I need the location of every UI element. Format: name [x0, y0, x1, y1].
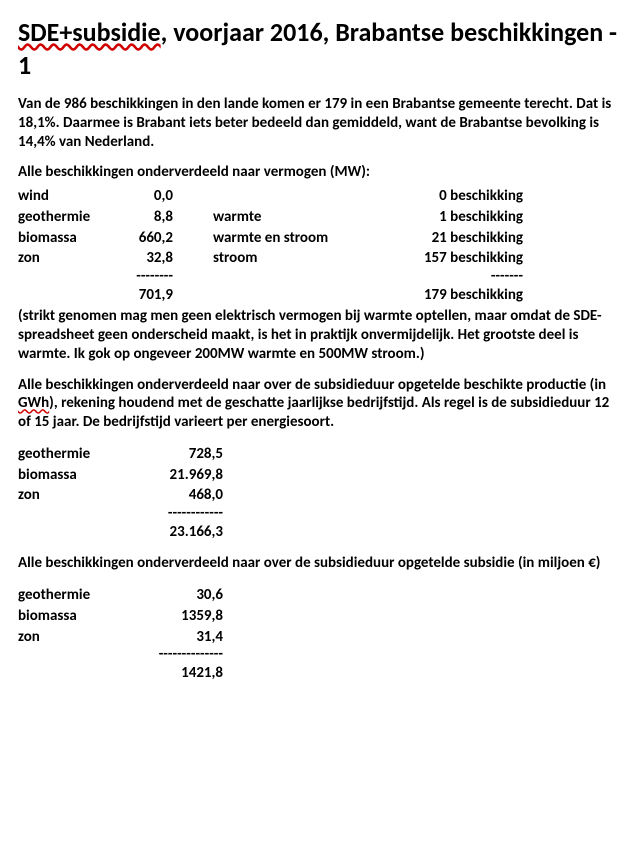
row-label: warmte en stroom — [213, 228, 383, 249]
row-label: geothermie — [18, 585, 128, 606]
row-value: 32,8 — [128, 248, 213, 269]
row-value: 468,0 — [128, 485, 223, 506]
table-row: biomassa 660,2 warmte en stroom 21 besch… — [18, 228, 523, 249]
row-label: biomassa — [18, 606, 128, 627]
section2-lead-b: ), rekening houdend met de geschatte jaa… — [18, 394, 609, 431]
row-label: wind — [18, 186, 128, 207]
divider-row: -------------- — [18, 647, 223, 663]
table-row: biomassa 21.969,8 — [18, 465, 223, 486]
row-value: 660,2 — [128, 228, 213, 249]
row-value: 8,8 — [128, 207, 213, 228]
row-label: stroom — [213, 248, 383, 269]
row-label: biomassa — [18, 228, 128, 249]
row-label — [213, 186, 383, 207]
table-row: geothermie 8,8 warmte 1 beschikking — [18, 207, 523, 228]
gwh-spellchecked: GWh — [18, 394, 49, 412]
divider-row: ------------ — [18, 506, 223, 522]
production-table: geothermie 728,5 biomassa 21.969,8 zon 4… — [18, 444, 223, 543]
section2-lead-a: Alle beschikkingen onderverdeeld naar ov… — [18, 376, 606, 394]
page-title: SDE+subsidie, voorjaar 2016, Brabantse b… — [18, 16, 623, 81]
subsidy-table: geothermie 30,6 biomassa 1359,8 zon 31,4… — [18, 585, 223, 684]
total-value: 23.166,3 — [128, 522, 223, 543]
note-paragraph: (strikt genomen mag men geen elektrisch … — [18, 307, 623, 363]
total-value: 179 beschikking — [383, 285, 523, 306]
total-value: 1421,8 — [128, 663, 223, 684]
table-row: zon 32,8 stroom 157 beschikking — [18, 248, 523, 269]
row-label: zon — [18, 248, 128, 269]
total-row: 701,9 179 beschikking — [18, 285, 523, 306]
row-label: zon — [18, 627, 128, 648]
table-row: geothermie 30,6 — [18, 585, 223, 606]
section2-lead: Alle beschikkingen onderverdeeld naar ov… — [18, 376, 623, 432]
row-value: 1 beschikking — [383, 207, 523, 228]
total-row: 23.166,3 — [18, 522, 223, 543]
dash: -------------- — [128, 647, 223, 663]
dash: ------------ — [128, 506, 223, 522]
row-value: 157 beschikking — [383, 248, 523, 269]
row-value: 31,4 — [128, 627, 223, 648]
row-value: 1359,8 — [128, 606, 223, 627]
row-value: 728,5 — [128, 444, 223, 465]
title-spellchecked: SDE+subsidie — [18, 16, 161, 48]
intro-paragraph: Van de 986 beschikkingen in den lande ko… — [18, 95, 623, 151]
row-label: geothermie — [18, 444, 128, 465]
divider-row: -------- ------- — [18, 269, 523, 285]
row-value: 0,0 — [128, 186, 213, 207]
dash: ------- — [383, 269, 523, 285]
row-value: 21 beschikking — [383, 228, 523, 249]
power-table: wind 0,0 0 beschikking geothermie 8,8 wa… — [18, 186, 523, 305]
section1-lead: Alle beschikkingen onderverdeeld naar ve… — [18, 163, 623, 182]
table-row: wind 0,0 0 beschikking — [18, 186, 523, 207]
total-value: 701,9 — [128, 285, 213, 306]
row-value: 30,6 — [128, 585, 223, 606]
table-row: geothermie 728,5 — [18, 444, 223, 465]
row-label: biomassa — [18, 465, 128, 486]
section3-lead: Alle beschikkingen onderverdeeld naar ov… — [18, 554, 623, 573]
dash: -------- — [128, 269, 213, 285]
row-value: 21.969,8 — [128, 465, 223, 486]
row-label: zon — [18, 485, 128, 506]
table-row: zon 31,4 — [18, 627, 223, 648]
row-label: warmte — [213, 207, 383, 228]
row-label: geothermie — [18, 207, 128, 228]
row-value: 0 beschikking — [383, 186, 523, 207]
total-row: 1421,8 — [18, 663, 223, 684]
table-row: biomassa 1359,8 — [18, 606, 223, 627]
table-row: zon 468,0 — [18, 485, 223, 506]
